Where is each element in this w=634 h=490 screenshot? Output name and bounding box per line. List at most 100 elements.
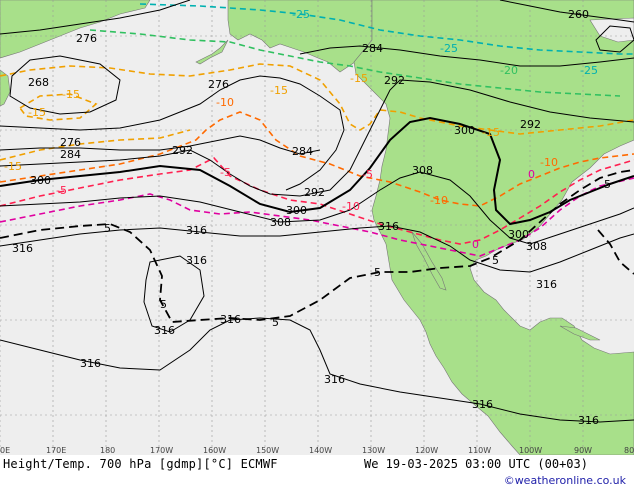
contour-268 (9, 55, 121, 115)
isotherm-minus15-loop (18, 93, 98, 121)
lon-170e: 170E (46, 446, 66, 455)
lon-130w: 130W (362, 446, 385, 455)
height-contours (0, 0, 634, 423)
label-minus15-c: -15 (270, 84, 288, 97)
contour-260-low (595, 25, 634, 53)
label-284-b: 284 (60, 148, 81, 161)
land-kamchatka (0, 69, 11, 107)
isotherm-minus15-west (0, 129, 191, 161)
label-300-b: 300 (30, 174, 51, 187)
label-300-d: 300 (508, 228, 529, 241)
label-292-b: 292 (520, 118, 541, 131)
lon-140w: 140W (309, 446, 332, 455)
label-minus25-b: -25 (440, 42, 458, 55)
lon-80: 80 (624, 446, 634, 455)
label-minus10-c: -10 (430, 194, 448, 207)
lon-110w: 110W (468, 446, 491, 455)
contour-284 (0, 135, 321, 155)
contour-276-loop (0, 75, 345, 191)
label-284-c: 284 (292, 145, 313, 158)
isotherm-minus15-north (0, 63, 634, 135)
label-316-c: 316 (12, 242, 33, 255)
label-5-e: 5 (492, 254, 499, 267)
isotherm-minus20 (89, 29, 621, 97)
label-276-b: 276 (208, 78, 229, 91)
label-5-c: 5 (272, 316, 279, 329)
label-316-d: 316 (186, 254, 207, 267)
lon-150w: 150W (256, 446, 279, 455)
label-5-a: 5 (104, 222, 111, 235)
label-308-a: 308 (412, 164, 433, 177)
contour-308 (0, 171, 634, 245)
land-baja (411, 231, 447, 291)
contour-316-loop-a (143, 255, 205, 333)
land-cuba (559, 325, 601, 341)
label-minus5-b: -5 (362, 168, 373, 181)
isotherm-minus10 (0, 111, 634, 207)
label-316-a: 316 (186, 224, 207, 237)
land-aleutians (195, 39, 229, 65)
label-300-a: 300 (454, 124, 475, 137)
label-0-b: 0 (472, 238, 479, 251)
contour-276 (0, 0, 191, 35)
label-284-a: 284 (362, 42, 383, 55)
lon-90w: 90W (574, 446, 592, 455)
height-labels: 260 268 276 276 276 284 284 284 292 292 … (12, 8, 599, 427)
label-minus5-c: -5 (56, 184, 67, 197)
label-5-b: 5 (160, 298, 167, 311)
lon-0e: 0E (0, 446, 10, 455)
label-minus15-b: -15 (28, 106, 46, 119)
contour-292 (0, 79, 634, 197)
label-minus15-a: -15 (62, 88, 80, 101)
footer-bar (0, 455, 634, 490)
valid-time: We 19-03-2025 03:00 UTC (00+03) (364, 457, 588, 471)
label-316-k: 316 (578, 414, 599, 427)
label-minus20-a: -20 (500, 64, 518, 77)
lon-100w: 100W (519, 446, 542, 455)
contour-284-north (299, 45, 634, 67)
label-minus10-d: -10 (342, 200, 360, 213)
label-316-e: 316 (536, 278, 557, 291)
label-316-g: 316 (154, 324, 175, 337)
longitude-labels: 0E 170E 180 170W 160W 150W 140W 130W 120… (0, 446, 634, 455)
label-minus15-e: -15 (482, 126, 500, 139)
label-300-c: 300 (286, 204, 307, 217)
lon-160w: 160W (203, 446, 226, 455)
label-276-a: 276 (76, 32, 97, 45)
label-5-f: 5 (604, 178, 611, 191)
label-0-a: 0 (528, 168, 535, 181)
contour-300 (0, 116, 634, 226)
label-308-b: 308 (270, 216, 291, 229)
label-292-a: 292 (384, 74, 405, 87)
lon-120w: 120W (415, 446, 438, 455)
label-276-c: 276 (60, 136, 81, 149)
contour-316-loop-b (0, 317, 634, 423)
isotherm-plus5-us (597, 229, 634, 275)
temperature-labels: -25 -25 -25 -20 -15 -15 -15 -15 -15 -15 … (4, 8, 611, 329)
lon-180: 180 (100, 446, 115, 455)
label-308-c: 308 (526, 240, 547, 253)
label-5-d: 5 (374, 266, 381, 279)
contour-316 (0, 225, 634, 273)
label-292-c: 292 (172, 144, 193, 157)
label-minus15-d: -15 (350, 72, 368, 85)
contour-260 (499, 0, 634, 23)
label-316-h: 316 (80, 357, 101, 370)
label-292-d: 292 (304, 186, 325, 199)
label-minus25-c: -25 (580, 64, 598, 77)
label-260: 260 (568, 8, 589, 21)
label-minus5-a: -5 (220, 166, 231, 179)
label-minus15-f: -15 (4, 160, 22, 173)
isotherm-minus25 (139, 3, 634, 55)
lon-170w: 170W (150, 446, 173, 455)
label-minus10-a: -10 (216, 96, 234, 109)
label-316-j: 316 (472, 398, 493, 411)
label-316-i: 316 (324, 373, 345, 386)
credit-link[interactable]: ©weatheronline.co.uk (503, 474, 626, 487)
label-316-b: 316 (378, 220, 399, 233)
label-316-f: 316 (220, 313, 241, 326)
map-title: Height/Temp. 700 hPa [gdmp][°C] ECMWF (3, 457, 278, 471)
label-minus10-b: -10 (540, 156, 558, 169)
label-minus25-a: -25 (292, 8, 310, 21)
